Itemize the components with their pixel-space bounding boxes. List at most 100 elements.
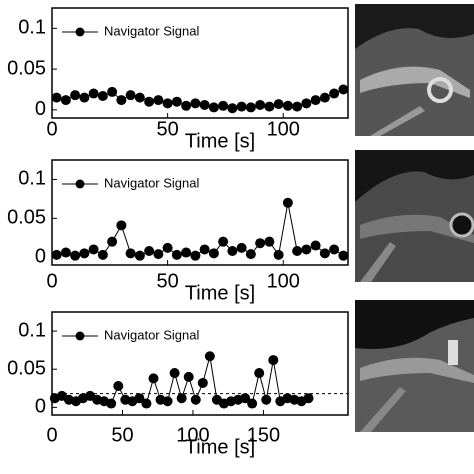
- y-tick-label: 0.05: [7, 207, 46, 229]
- data-point: [301, 244, 312, 255]
- data-point: [183, 371, 194, 382]
- legend-label: Navigator Signal: [104, 23, 199, 38]
- data-point: [264, 101, 275, 112]
- data-point: [97, 249, 108, 260]
- data-point: [247, 398, 258, 409]
- y-tick-label: 0.05: [7, 358, 46, 380]
- data-point: [303, 393, 314, 404]
- legend-marker: [75, 27, 85, 37]
- data-point: [261, 394, 272, 405]
- data-point: [218, 236, 229, 247]
- data-point: [264, 236, 275, 247]
- y-tick-label: 0.1: [18, 168, 46, 190]
- data-point: [60, 95, 71, 106]
- data-point: [199, 99, 210, 110]
- x-axis-label: Time [s]: [185, 436, 255, 458]
- data-point: [107, 86, 118, 97]
- data-point: [97, 91, 108, 101]
- data-point: [153, 249, 164, 260]
- data-point: [197, 377, 208, 388]
- data-point: [282, 197, 293, 208]
- data-point: [236, 101, 247, 112]
- data-point: [176, 393, 187, 404]
- legend-label: Navigator Signal: [104, 175, 199, 190]
- y-tick-label: 0: [35, 246, 46, 268]
- x-axis-label: Time [s]: [185, 130, 255, 152]
- x-tick-label: 150: [247, 424, 280, 446]
- data-point: [190, 98, 201, 109]
- data-point: [245, 102, 256, 113]
- data-point: [227, 103, 238, 114]
- data-point: [70, 250, 81, 261]
- data-point: [113, 381, 124, 392]
- data-point: [162, 98, 173, 109]
- data-point: [218, 100, 229, 111]
- data-point: [255, 238, 266, 249]
- data-point: [319, 92, 330, 103]
- data-point: [144, 96, 155, 107]
- x-tick-label: 0: [46, 424, 57, 446]
- data-point: [292, 101, 303, 112]
- image-panel: [355, 150, 474, 282]
- data-point: [338, 250, 349, 261]
- data-point: [107, 236, 118, 247]
- data-point: [171, 249, 182, 260]
- data-point: [204, 351, 215, 362]
- y-tick-label: 0: [35, 98, 46, 120]
- data-point: [125, 90, 136, 101]
- data-point: [181, 247, 192, 258]
- data-point: [227, 246, 238, 256]
- data-point: [169, 368, 180, 379]
- data-point: [51, 92, 62, 103]
- data-point: [190, 250, 201, 261]
- y-tick-label: 0.05: [7, 57, 46, 79]
- data-point: [116, 95, 127, 106]
- y-tick-label: 0: [35, 396, 46, 418]
- plot-frame: [51, 7, 349, 119]
- x-tick-label: 0: [46, 118, 57, 140]
- data-point: [134, 393, 145, 404]
- data-point: [88, 88, 99, 99]
- legend-marker: [75, 179, 85, 189]
- data-point: [51, 249, 62, 260]
- data-point: [162, 396, 173, 407]
- data-point: [329, 88, 340, 99]
- data-point: [268, 355, 279, 366]
- x-tick-label: 100: [267, 118, 300, 140]
- legend-marker: [75, 331, 85, 341]
- data-point: [134, 92, 145, 103]
- data-point: [70, 90, 81, 101]
- x-tick-label: 50: [111, 424, 133, 446]
- data-point: [240, 393, 251, 404]
- data-point: [153, 95, 164, 106]
- data-point: [319, 248, 330, 259]
- data-point: [171, 96, 182, 107]
- data-point: [245, 249, 256, 260]
- data-point: [301, 98, 312, 109]
- data-point: [162, 242, 173, 253]
- data-point: [88, 244, 99, 255]
- data-point: [254, 368, 265, 379]
- y-tick-label: 0.1: [18, 17, 46, 39]
- data-point: [199, 244, 210, 255]
- legend-label: Navigator Signal: [104, 327, 199, 342]
- x-tick-label: 100: [176, 424, 209, 446]
- data-point: [273, 249, 284, 260]
- data-point: [282, 100, 293, 111]
- data-point: [310, 240, 321, 251]
- x-tick-label: 50: [157, 270, 179, 292]
- data-point: [106, 398, 117, 409]
- data-point: [273, 99, 284, 110]
- plot-frame: [51, 159, 349, 266]
- data-point: [208, 248, 219, 259]
- data-point: [79, 92, 90, 103]
- data-point: [60, 247, 71, 258]
- data-point: [338, 84, 349, 95]
- data-point: [125, 248, 136, 259]
- data-point: [141, 398, 152, 409]
- data-point: [190, 394, 201, 405]
- data-point: [208, 102, 219, 113]
- data-point: [236, 242, 247, 253]
- y-tick-label: 0.1: [18, 319, 46, 341]
